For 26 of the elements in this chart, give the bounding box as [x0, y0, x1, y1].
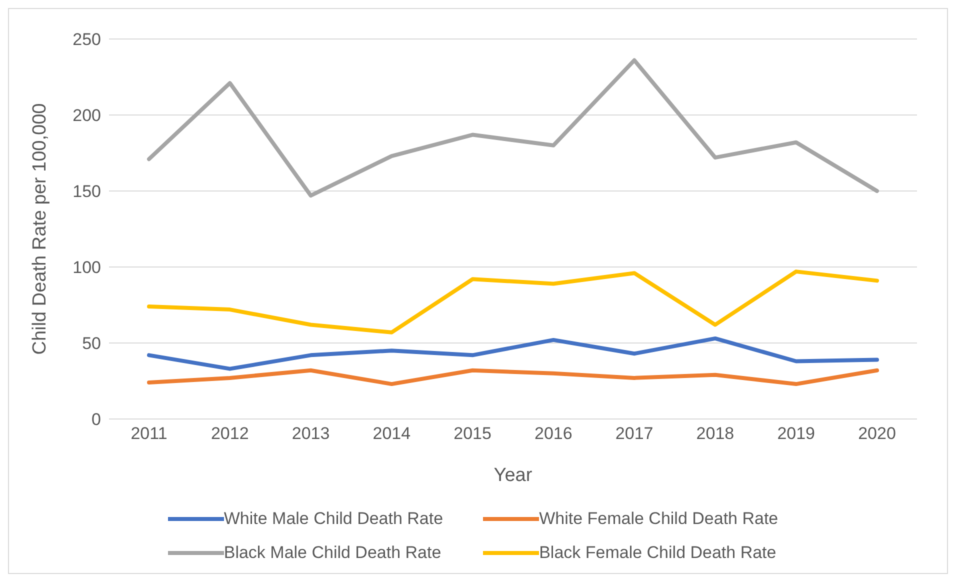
y-tick-label: 50 [82, 334, 101, 354]
line-series [147, 270, 879, 334]
x-tick-label: 2014 [372, 424, 411, 444]
y-tick-label: 200 [72, 106, 101, 126]
legend-label: Black Male Child Death Rate [224, 543, 442, 563]
x-tick-label: 2019 [777, 424, 816, 444]
x-tick-label: 2012 [210, 424, 249, 444]
x-tick-label: 2020 [858, 424, 896, 444]
legend-label: Black Female Child Death Rate [539, 543, 776, 563]
x-tick-label: 2011 [130, 424, 168, 444]
y-tick-label: 150 [72, 182, 101, 202]
legend-label: White Male Child Death Rate [224, 509, 444, 529]
x-tick-label: 2018 [696, 424, 734, 444]
x-axis-title: Year [494, 465, 533, 486]
y-tick-label: 100 [72, 258, 101, 278]
x-tick-label: 2017 [615, 424, 654, 444]
y-axis-title: Child Death Rate per 100,000 [30, 103, 51, 355]
legend-label: White Female Child Death Rate [539, 509, 778, 529]
line-series [147, 368, 879, 386]
y-tick-label: 0 [92, 410, 101, 430]
line-series [147, 336, 879, 371]
x-tick-label: 2015 [454, 424, 492, 444]
y-tick-label: 250 [72, 30, 101, 50]
x-tick-label: 2016 [534, 424, 572, 444]
x-tick-label: 2013 [292, 424, 330, 444]
line-series [147, 58, 879, 198]
